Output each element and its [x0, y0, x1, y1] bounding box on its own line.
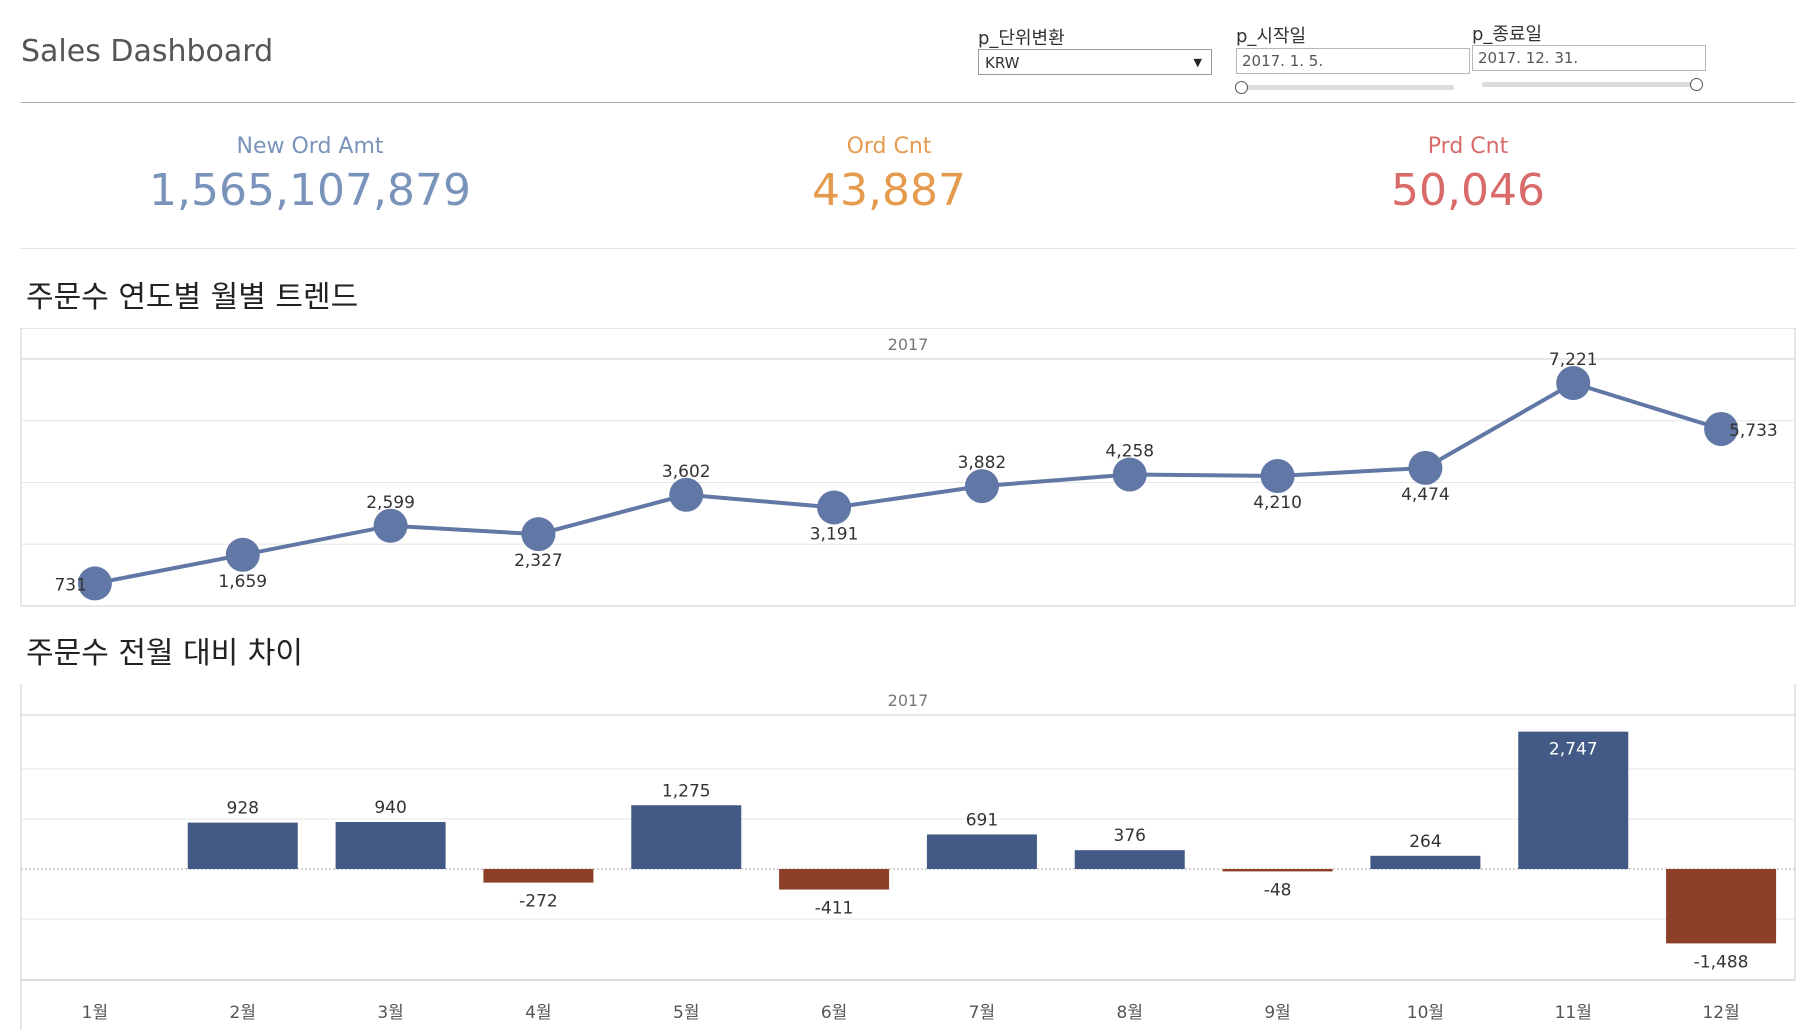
diff-bar-label: -272 — [519, 892, 558, 912]
diff-bar[interactable] — [1666, 869, 1777, 944]
diff-bar[interactable] — [483, 869, 594, 883]
trend-point-label: 4,210 — [1253, 493, 1302, 513]
order-trend-line-chart: 2017 731 1,659 2,599 2,327 3,602 3,191 3,882 4,… — [20, 328, 1796, 607]
param-end: p_종료일 — [1472, 20, 1542, 46]
chevron-down-icon[interactable]: ▼ — [1193, 56, 1202, 69]
param-start: p_시작일 — [1236, 22, 1306, 48]
x-tick-label: 9월 — [1264, 1003, 1290, 1023]
end-date-value: 2017. 12. 31. — [1478, 49, 1579, 67]
trend-point-label: 731 — [54, 575, 86, 595]
bar-panel-header: 2017 — [888, 691, 929, 710]
kpi-prd-cnt: Prd Cnt 50,046 — [1218, 134, 1718, 216]
param-start-label: p_시작일 — [1236, 26, 1307, 47]
trend-point-label: 3,602 — [662, 462, 711, 482]
trend-point-label: 2,599 — [366, 493, 415, 513]
diff-section-title: 주문수 전월 대비 차이 — [26, 636, 304, 671]
start-date-value: 2017. 1. 5. — [1242, 52, 1324, 70]
end-date-slider-track[interactable] — [1482, 82, 1696, 87]
trend-point-label: 5,733 — [1729, 421, 1778, 441]
month-over-month-bar-chart: 2017 928 940 -272 1,275 -411 691 376 -48 264 2,74… — [20, 684, 1796, 1030]
kpi-divider — [21, 248, 1795, 249]
diff-bar-label: -411 — [815, 899, 854, 919]
diff-bar[interactable] — [335, 822, 446, 869]
diff-bar[interactable] — [926, 834, 1037, 869]
kpi-new-ord-amt: New Ord Amt 1,565,107,879 — [60, 134, 560, 216]
x-tick-label: 11월 — [1555, 1003, 1592, 1023]
x-tick-label: 2월 — [230, 1003, 256, 1023]
diff-bar-label: -1,488 — [1694, 952, 1749, 972]
trend-point[interactable] — [964, 469, 999, 504]
trend-section-title: 주문수 연도별 월별 트렌드 — [26, 280, 359, 315]
diff-bar[interactable] — [1074, 850, 1185, 869]
trend-point-label: 2,327 — [514, 551, 563, 571]
diff-bar[interactable] — [1222, 869, 1333, 872]
kpi-label: New Ord Amt — [236, 134, 384, 159]
x-tick-label: 6월 — [821, 1003, 847, 1023]
kpi-value: 50,046 — [1391, 165, 1545, 216]
diff-bar-label: 928 — [227, 799, 259, 819]
trend-point[interactable] — [1704, 411, 1739, 446]
trend-point[interactable] — [521, 517, 556, 552]
diff-bar-label: 2,747 — [1549, 740, 1598, 760]
trend-series-line — [94, 381, 1722, 586]
diff-bar-label: 1,275 — [662, 781, 711, 801]
trend-point[interactable] — [1556, 366, 1591, 401]
trend-point-label: 3,882 — [958, 453, 1007, 473]
x-tick-label: 12월 — [1702, 1003, 1739, 1023]
x-tick-label: 4월 — [525, 1003, 551, 1023]
param-unit-label: p_단위변환 — [978, 28, 1065, 49]
trend-point[interactable] — [669, 477, 704, 512]
trend-point[interactable] — [1260, 459, 1295, 494]
diff-bar-label: -48 — [1264, 880, 1292, 900]
trend-point[interactable] — [225, 537, 260, 572]
trend-point[interactable] — [77, 566, 112, 601]
diff-bar-label: 940 — [374, 798, 406, 818]
diff-bar[interactable] — [779, 869, 890, 890]
param-end-label: p_종료일 — [1472, 24, 1543, 45]
diff-bar[interactable] — [1370, 855, 1481, 869]
kpi-label: Ord Cnt — [846, 134, 932, 159]
line-panel-header: 2017 — [888, 335, 929, 354]
trend-point-label: 7,221 — [1549, 350, 1598, 370]
dashboard-title: Sales Dashboard — [21, 34, 274, 69]
trend-point[interactable] — [373, 508, 408, 543]
x-tick-label: 3월 — [377, 1003, 403, 1023]
start-date-slider-handle[interactable] — [1235, 81, 1248, 94]
kpi-label: Prd Cnt — [1427, 134, 1509, 159]
x-tick-label: 10월 — [1407, 1003, 1444, 1023]
x-tick-label: 7월 — [969, 1003, 995, 1023]
kpi-value: 1,565,107,879 — [149, 165, 471, 216]
header-divider — [21, 102, 1795, 103]
start-date-input[interactable]: 2017. 1. 5. — [1236, 48, 1470, 74]
x-tick-label: 1월 — [82, 1003, 108, 1023]
param-unit: p_단위변환 — [978, 24, 1065, 50]
trend-point-label: 1,659 — [218, 572, 267, 592]
x-tick-label: 8월 — [1117, 1003, 1143, 1023]
unit-select-value: KRW — [985, 54, 1020, 72]
kpi-ord-cnt: Ord Cnt 43,887 — [639, 134, 1139, 216]
end-date-input[interactable]: 2017. 12. 31. — [1472, 45, 1706, 71]
trend-point-label: 4,474 — [1401, 485, 1450, 505]
trend-point[interactable] — [1112, 457, 1147, 492]
end-date-slider-handle[interactable] — [1690, 78, 1703, 91]
trend-point[interactable] — [1408, 450, 1443, 485]
diff-bar-label: 691 — [966, 810, 998, 830]
diff-bar[interactable] — [1518, 731, 1629, 869]
trend-point[interactable] — [817, 490, 852, 525]
diff-bar[interactable] — [631, 805, 742, 869]
diff-bar[interactable] — [187, 822, 298, 869]
diff-bar-label: 376 — [1114, 826, 1146, 846]
x-tick-label: 5월 — [673, 1003, 699, 1023]
start-date-slider-track[interactable] — [1240, 85, 1454, 90]
trend-point-label: 4,258 — [1105, 442, 1154, 462]
unit-select[interactable]: KRW ▼ — [978, 49, 1212, 75]
diff-bar-label: 264 — [1409, 832, 1441, 852]
trend-point-label: 3,191 — [810, 524, 859, 544]
kpi-value: 43,887 — [812, 165, 966, 216]
